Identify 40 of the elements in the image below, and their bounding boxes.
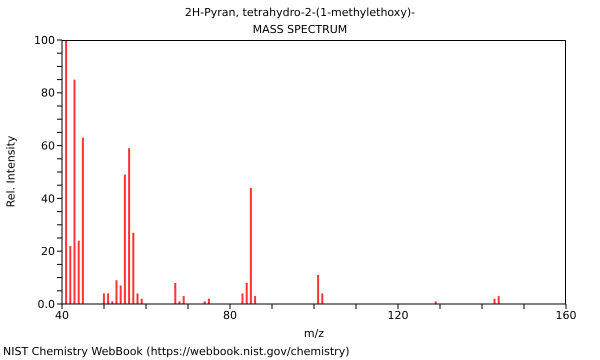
y-tick-label: 0.0 <box>38 298 55 311</box>
bar <box>208 298 210 304</box>
x-tick-label: 40 <box>55 308 69 322</box>
bar <box>494 298 496 304</box>
bar <box>107 293 110 304</box>
bar <box>116 280 118 304</box>
bar <box>78 240 80 304</box>
x-tick-label: 80 <box>223 308 237 322</box>
y-tick-label: 80 <box>41 86 55 100</box>
bar <box>120 286 122 304</box>
chart-subtitle: MASS SPECTRUM <box>252 23 348 36</box>
bar <box>128 148 130 304</box>
bar <box>69 246 72 304</box>
x-tick-label: 160 <box>556 308 576 322</box>
bar <box>246 282 248 304</box>
bar <box>242 293 244 304</box>
bar <box>498 296 500 304</box>
text: NIST Chemistry WebBook (https://webbook.nist.gov/chemistry) <box>3 345 350 358</box>
bar <box>102 293 105 304</box>
bar <box>82 138 84 304</box>
bar <box>182 296 185 304</box>
y-tick-label: 60 <box>41 140 55 153</box>
y-tick-label: 100 <box>34 34 55 47</box>
bar <box>174 282 176 304</box>
bar <box>254 296 256 304</box>
bar <box>321 293 324 304</box>
bar <box>65 40 68 304</box>
bar <box>132 232 134 304</box>
y-tick-label: 40 <box>41 192 55 206</box>
bar <box>140 298 143 304</box>
bar <box>124 174 126 304</box>
bar <box>250 188 252 304</box>
bar <box>136 293 138 304</box>
chart-title: 2H-Pyran, tetrahydro-2-(1-methylethoxy)- <box>184 6 416 19</box>
bar <box>317 274 320 304</box>
y-tick-label: 20 <box>41 245 55 258</box>
x-axis-title: m/z <box>302 327 326 340</box>
x-tick-label: 120 <box>388 308 408 322</box>
y-axis-title: Rel. Intensity <box>4 134 18 210</box>
bar <box>74 80 76 304</box>
